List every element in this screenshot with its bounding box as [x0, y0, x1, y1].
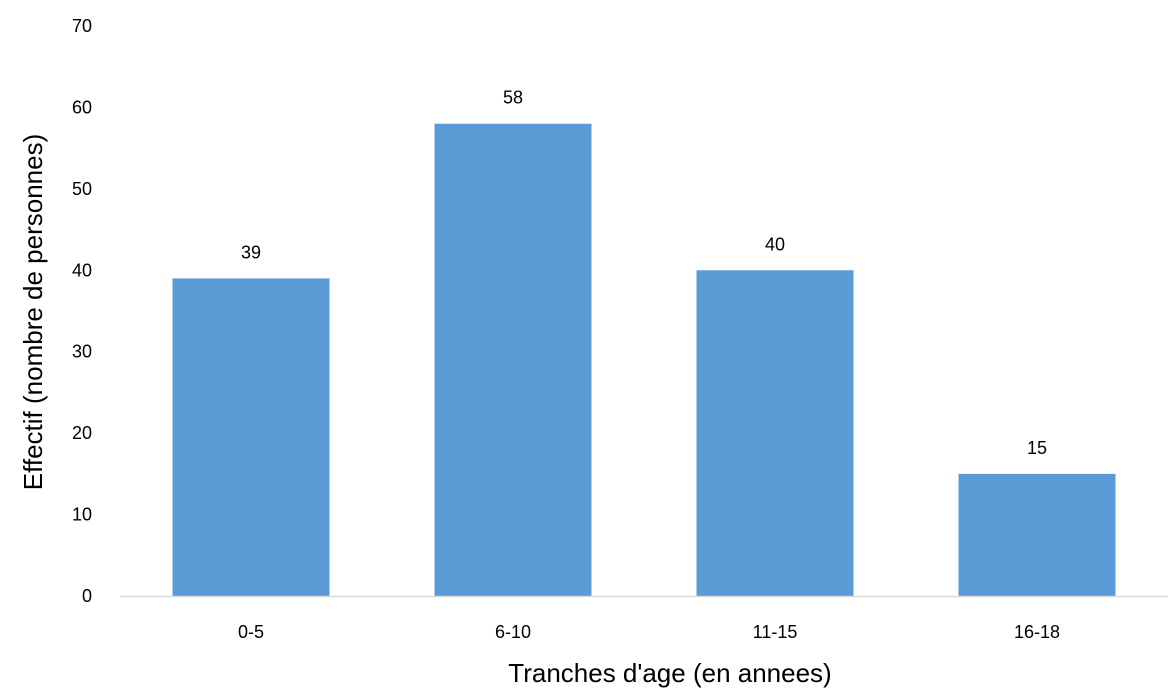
- y-tick-label: 40: [72, 260, 92, 280]
- data-label: 39: [241, 242, 261, 262]
- bars: [172, 123, 1116, 596]
- data-label: 58: [503, 88, 523, 108]
- bar-11-15: [696, 270, 854, 596]
- bar-16-18: [958, 473, 1116, 596]
- y-tick-label: 30: [72, 342, 92, 362]
- x-tick-label: 16-18: [1014, 622, 1060, 642]
- x-axis-ticks: 0-5 6-10 11-15 16-18: [238, 622, 1060, 642]
- data-label: 15: [1027, 438, 1047, 458]
- y-tick-label: 60: [72, 97, 92, 117]
- y-tick-label: 10: [72, 505, 92, 525]
- x-tick-label: 6-10: [495, 622, 531, 642]
- bar-6-10: [434, 123, 592, 596]
- x-tick-label: 11-15: [753, 622, 798, 642]
- data-label: 40: [765, 234, 785, 254]
- bar-0-5: [172, 278, 330, 596]
- data-labels: 39 58 40 15: [241, 88, 1047, 458]
- y-tick-label: 0: [82, 586, 92, 606]
- y-axis-ticks: 0 10 20 30 40 50 60 70: [72, 16, 92, 606]
- x-tick-label: 0-5: [238, 622, 264, 642]
- y-tick-label: 70: [72, 16, 92, 36]
- y-axis-title: Effectif (nombre de personnes): [18, 134, 48, 490]
- x-axis-title: Tranches d'age (en annees): [508, 658, 831, 688]
- y-tick-label: 50: [72, 179, 92, 199]
- y-tick-label: 20: [72, 423, 92, 443]
